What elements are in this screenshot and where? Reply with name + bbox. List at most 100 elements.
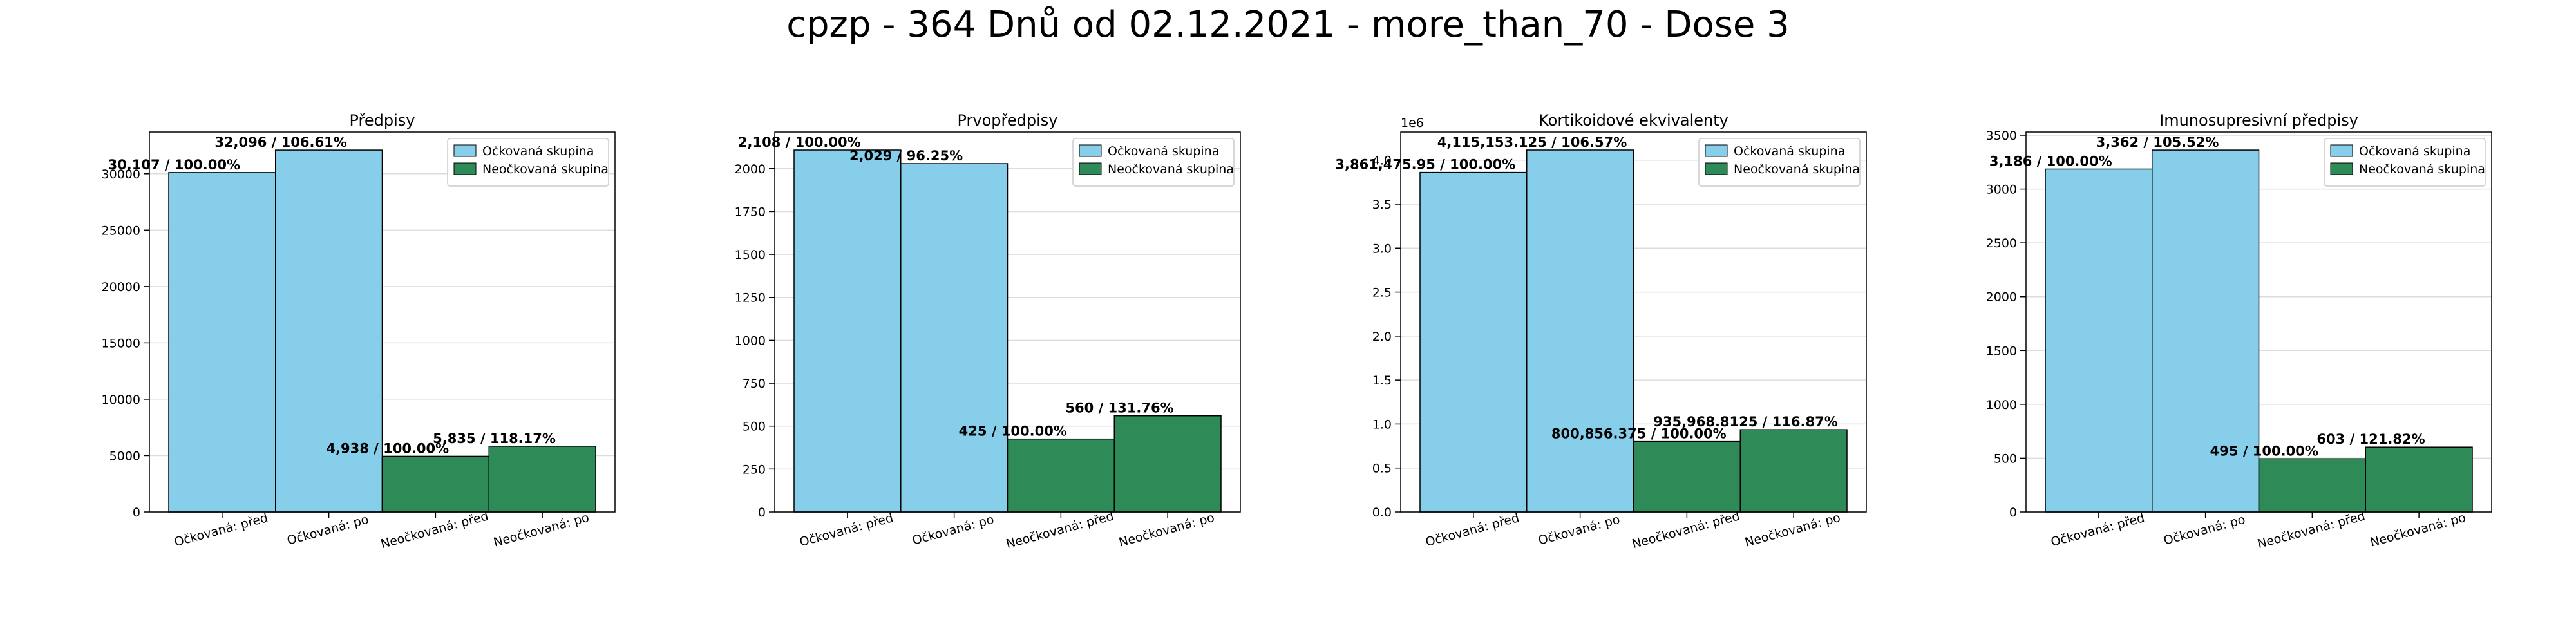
- y-tick-label: 0: [758, 506, 766, 520]
- legend-label: Očkovaná skupina: [1734, 144, 1845, 158]
- bar: [275, 149, 383, 513]
- bar-value-label: 3,186 / 100.00%: [1989, 153, 2112, 169]
- y-tick-label: 3000: [1986, 183, 2017, 197]
- y-tick-label: 20000: [102, 280, 140, 294]
- x-tick-label: Očkovaná: před: [2049, 511, 2146, 549]
- bar: [1633, 440, 1741, 513]
- x-tick-label: Neočkovaná: před: [1631, 509, 1741, 551]
- bar: [900, 163, 1009, 513]
- x-tick-label: Očkovaná: po: [285, 513, 370, 548]
- chart-title: Imunosupresivní předpisy: [2159, 111, 2358, 129]
- x-tick-label: Očkovaná: po: [1537, 513, 1621, 548]
- chart-title: Předpisy: [350, 111, 415, 129]
- figure-title: cpzp - 364 Dnů od 02.12.2021 - more_than…: [786, 4, 1790, 46]
- y-tick-label: 750: [743, 377, 766, 391]
- chart-panel-2: 0 250 500 750 1000 1250 1500 1750 2000 2,108 / 10…: [735, 111, 1241, 551]
- y-tick-label: 1250: [735, 291, 766, 305]
- bar-value-label: 32,096 / 106.61%: [214, 135, 346, 150]
- y-tick-label: 3.5: [1372, 198, 1392, 212]
- legend-swatch: [453, 162, 477, 175]
- x-tick-label: Neočkovaná: po: [492, 511, 591, 550]
- bar-value-label: 603 / 121.82%: [2316, 431, 2425, 447]
- bar-value-label: 560 / 131.76%: [1065, 401, 1173, 416]
- legend-swatch: [1705, 144, 1728, 157]
- legend-swatch: [1705, 162, 1728, 175]
- y-tick-label: 1500: [1986, 344, 2017, 358]
- legend: Očkovaná skupina Neočkovaná skupina: [447, 138, 609, 187]
- x-tick-label: Neočkovaná: před: [2256, 509, 2367, 551]
- y-tick-label: 1750: [735, 205, 766, 219]
- bar-value-label: 935,968.8125 / 116.87%: [1653, 414, 1837, 430]
- bar: [1113, 415, 1222, 513]
- x-tick-label: Neočkovaná: po: [1117, 511, 1216, 550]
- axes-frame: [149, 131, 616, 513]
- y-tick-label: 10000: [102, 393, 140, 407]
- chart-title: Kortikoidové ekvivalenty: [1539, 111, 1728, 129]
- legend-swatch: [1079, 144, 1102, 157]
- legend-box: [2324, 138, 2486, 187]
- legend-label: Neočkovaná skupina: [1734, 162, 1860, 176]
- y-tick-label: 0: [2009, 506, 2017, 520]
- x-tick-label: Očkovaná: před: [173, 511, 269, 549]
- y-tick-label: 0: [133, 506, 140, 520]
- legend-label: Očkovaná skupina: [2359, 144, 2470, 158]
- bar-value-label: 5,835 / 118.17%: [433, 431, 556, 446]
- axes-frame: [2025, 131, 2492, 513]
- y-tick-label: 1.0: [1372, 417, 1392, 431]
- bar-value-label: 4,938 / 100.00%: [326, 441, 449, 457]
- y-tick-label: 500: [1994, 451, 2017, 466]
- bar: [793, 149, 902, 513]
- bar-value-label: 2,108 / 100.00%: [738, 135, 861, 150]
- legend-swatch: [2330, 144, 2353, 157]
- y-tick-label: 0.5: [1372, 462, 1392, 476]
- bar-value-label: 2,029 / 96.25%: [849, 148, 963, 164]
- x-tick-label: Neočkovaná: před: [1005, 509, 1115, 551]
- y-tick-label: 1500: [735, 248, 766, 262]
- bar-value-label: 425 / 100.00%: [959, 424, 1067, 439]
- x-tick-label: Očkovaná: před: [1424, 511, 1520, 549]
- x-tick-label: Neočkovaná: po: [1743, 511, 1842, 550]
- axes-frame: [774, 131, 1241, 513]
- bar: [381, 455, 489, 513]
- x-tick-label: Očkovaná: před: [798, 511, 895, 549]
- x-tick-label: Neočkovaná: po: [2369, 511, 2467, 550]
- legend: Očkovaná skupina Neočkovaná skupina: [1072, 138, 1235, 187]
- legend-label: Neočkovaná skupina: [2359, 162, 2485, 176]
- y-tick-label: 2.0: [1372, 330, 1392, 344]
- legend-label: Neočkovaná skupina: [1108, 162, 1234, 176]
- legend-box: [1698, 138, 1861, 187]
- legend-box: [447, 138, 609, 187]
- y-tick-label: 2500: [1986, 236, 2017, 251]
- y-tick-label: 1000: [1986, 398, 2017, 412]
- bar: [2258, 458, 2366, 513]
- legend-label: Očkovaná skupina: [1108, 144, 1219, 158]
- chart-panel-4: 0 500 1000 1500 2000 2500 3000 3500 3,186 / 100.…: [1986, 111, 2492, 551]
- y-tick-label: 0.0: [1372, 506, 1392, 520]
- y-tick-label: 30000: [102, 167, 140, 182]
- legend-label: Neočkovaná skupina: [482, 162, 609, 176]
- y-tick-label: 2000: [735, 162, 766, 176]
- x-tick-label: Neočkovaná: před: [379, 509, 490, 551]
- y-tick-label: 250: [743, 462, 766, 477]
- y-tick-label: 500: [743, 420, 766, 434]
- bar: [168, 172, 276, 513]
- legend-box: [1072, 138, 1235, 187]
- bar: [2152, 149, 2260, 513]
- y-tick-label: 1000: [735, 334, 766, 348]
- bar: [1007, 438, 1115, 513]
- bar-value-label: 800,856.375 / 100.00%: [1551, 426, 1727, 442]
- legend-label: Očkovaná skupina: [482, 144, 594, 158]
- bar: [2045, 168, 2153, 513]
- bar: [2365, 446, 2473, 513]
- bar: [1739, 429, 1848, 513]
- chart-title: Prvopředpisy: [958, 111, 1058, 129]
- y-tick-label: 25000: [102, 223, 140, 238]
- legend-swatch: [1079, 162, 1102, 175]
- bar: [1419, 171, 1528, 513]
- bar-value-label: 3,362 / 105.52%: [2096, 135, 2219, 150]
- legend-swatch: [2330, 162, 2353, 175]
- bar-value-label: 30,107 / 100.00%: [108, 157, 240, 173]
- bar: [488, 446, 596, 513]
